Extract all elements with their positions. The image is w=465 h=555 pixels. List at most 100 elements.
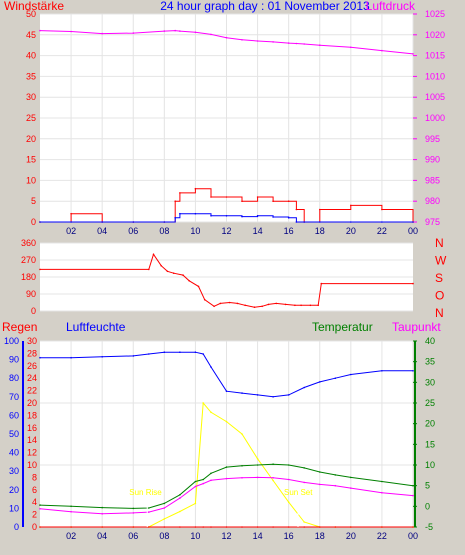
- temperature-line-point: [319, 471, 321, 473]
- humidity-line-point: [287, 394, 290, 396]
- x-tick-label: 16: [284, 531, 294, 541]
- wind-line-point: [210, 196, 212, 198]
- dewpoint-line-point: [272, 477, 274, 479]
- dewpoint-line-point: [194, 485, 197, 488]
- rain-line-point: [39, 526, 41, 528]
- rain-line-point: [225, 526, 228, 528]
- gust-line-point: [179, 212, 181, 215]
- rain-line-point: [202, 526, 204, 528]
- y-tick-label: 30: [27, 336, 37, 346]
- y-tick-label: 8: [32, 472, 37, 482]
- rain-line-point: [241, 526, 243, 528]
- y-tick-label: 180: [21, 272, 36, 282]
- temperature-line-point: [412, 484, 414, 487]
- x-tick-label: 14: [253, 226, 263, 236]
- direction-line-point: [294, 304, 296, 307]
- pressure-line-point: [381, 49, 383, 52]
- pressure-line-point: [194, 31, 197, 34]
- gust-line-point: [303, 221, 306, 223]
- y-tick-label: 2: [32, 510, 37, 520]
- y-tick-label: 24: [27, 373, 37, 383]
- y-tick-label: 0: [31, 306, 36, 316]
- pressure-line-point: [210, 33, 212, 36]
- wind-line-point: [225, 196, 228, 198]
- pressure-line-point: [174, 29, 176, 32]
- x-tick-label: 02: [66, 531, 76, 541]
- rain-label: Regen: [2, 320, 37, 334]
- humidity-line-point: [225, 390, 228, 393]
- y-tick-label: 14: [27, 435, 37, 445]
- x-tick-label: 04: [97, 226, 107, 236]
- y-right-tick-label: 10: [425, 460, 435, 470]
- gust-line-point: [272, 216, 274, 218]
- dewpoint-line-point: [179, 497, 181, 499]
- dewpoint-line-point: [319, 483, 321, 486]
- wind-line-point: [350, 204, 352, 207]
- humidity-line-point: [202, 353, 204, 355]
- temperature-line-point: [39, 504, 41, 506]
- wind-line-point: [272, 200, 274, 202]
- direction-line-point: [309, 304, 312, 307]
- solar-line-point: [202, 402, 204, 404]
- humidity-tick-label: 80: [9, 373, 19, 383]
- y-tick-label: 15: [26, 155, 36, 165]
- direction-line-point: [267, 303, 270, 306]
- humidity-tick-label: 70: [9, 392, 19, 402]
- wind-line-point: [287, 200, 290, 202]
- direction-line-point: [261, 305, 264, 308]
- wind-line-point: [174, 200, 176, 202]
- y-tick-label: 12: [27, 448, 37, 458]
- humidity-line-point: [334, 377, 337, 380]
- wind-line-point: [70, 212, 72, 215]
- wind-line-point: [256, 196, 259, 198]
- wind-line-point: [241, 200, 243, 202]
- y-tick-label: 0: [32, 522, 37, 532]
- rain-line-point: [412, 526, 414, 528]
- humidity-line-point: [163, 351, 166, 354]
- gust-line-point: [287, 217, 290, 219]
- gust-line-point: [174, 217, 176, 219]
- x-tick-label: 12: [221, 531, 231, 541]
- direction-line-point: [160, 264, 162, 267]
- x-tick-label: 20: [346, 226, 356, 236]
- direction-line-point: [152, 253, 155, 256]
- y-tick-label: 270: [21, 255, 36, 265]
- y-right-tick-label: 995: [425, 134, 440, 144]
- rain-line-point: [287, 526, 290, 528]
- rain-line-point: [319, 526, 321, 528]
- y-right-tick-label: 1020: [425, 30, 445, 40]
- x-tick-label: 22: [377, 531, 387, 541]
- wind-line-point: [295, 208, 298, 211]
- x-tick-label: 16: [284, 226, 294, 236]
- dewpoint-line-point: [303, 481, 306, 484]
- humidity-tick-label: 0: [14, 522, 19, 532]
- temperature-line-point: [256, 464, 259, 466]
- solar-line-point: [241, 433, 243, 435]
- humidity-tick-label: 20: [9, 485, 19, 495]
- rain-line-point: [210, 526, 212, 528]
- dewpoint-line-point: [101, 513, 103, 515]
- solar-line-point: [194, 502, 197, 505]
- humidity-line-point: [319, 381, 321, 383]
- y-tick-label: 10: [26, 175, 36, 185]
- y-right-tick-label: 20: [425, 419, 435, 429]
- direction-line-point: [188, 280, 190, 282]
- dewpoint-line-point: [225, 477, 228, 480]
- pressure-label: Luftdruck: [366, 0, 416, 13]
- y-tick-label: 26: [27, 361, 37, 371]
- direction-line-point: [219, 302, 222, 305]
- y-right-tick-label: 1005: [425, 92, 445, 102]
- humidity-line-point: [148, 353, 150, 355]
- humidity-line-point: [272, 396, 274, 398]
- gust-line-point: [132, 221, 135, 223]
- humidity-label: Luftfeuchte: [66, 320, 126, 334]
- wind-label: Windstärke: [4, 0, 64, 13]
- y-tick-label: 30: [26, 92, 36, 102]
- dewpoint-line-point: [381, 491, 383, 494]
- dewpoint-line-point: [241, 477, 243, 479]
- humidity-line-point: [303, 386, 306, 389]
- direction-line-point: [172, 272, 175, 275]
- y-tick-label: 25: [26, 113, 36, 123]
- gust-line-point: [381, 221, 383, 223]
- x-tick-label: 08: [159, 226, 169, 236]
